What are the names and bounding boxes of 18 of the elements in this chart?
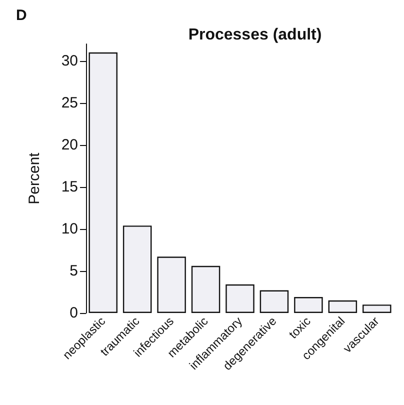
y-axis-title: Percent: [26, 152, 43, 204]
text: D: [16, 7, 27, 24]
bar: [260, 290, 289, 313]
bar: [122, 226, 152, 313]
y-tick-label: 20: [61, 136, 78, 154]
bar: [226, 284, 254, 313]
y-tick-label: 30: [61, 52, 78, 70]
y-tick-label: 25: [61, 94, 78, 112]
y-tick-label: 5: [70, 262, 78, 280]
chart-title: Processes (adult): [188, 26, 322, 44]
bar: [157, 256, 186, 313]
bar: [362, 304, 392, 313]
y-tick-label: 15: [61, 178, 78, 196]
bar: [328, 300, 358, 313]
bar: [294, 297, 323, 313]
bar: [191, 266, 220, 313]
y-tick-label: 10: [61, 220, 78, 238]
y-tick-label: 0: [70, 304, 78, 322]
